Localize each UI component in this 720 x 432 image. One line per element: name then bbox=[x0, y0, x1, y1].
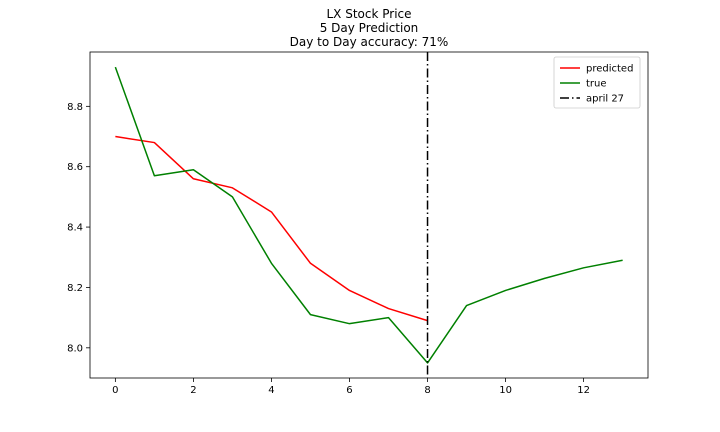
legend-label: april 27 bbox=[586, 94, 624, 105]
y-tick-label: 8.8 bbox=[67, 102, 83, 113]
series-line-true bbox=[114, 66, 623, 364]
axes-frame bbox=[89, 51, 649, 379]
x-tick-label: 2 bbox=[190, 385, 196, 396]
y-tick-label: 8.2 bbox=[67, 283, 83, 294]
title-line-3: Day to Day accuracy: 71% bbox=[290, 35, 449, 49]
y-tick-label: 8.0 bbox=[67, 343, 83, 354]
x-tick-label: 4 bbox=[268, 385, 274, 396]
legend-label: true bbox=[586, 79, 607, 90]
series-line-predicted bbox=[115, 135, 428, 322]
x-tick-label: 8 bbox=[424, 385, 430, 396]
y-tick-label: 8.6 bbox=[67, 162, 83, 173]
chart-title: LX Stock Price 5 Day Prediction Day to D… bbox=[290, 7, 449, 49]
title-line-1: LX Stock Price bbox=[326, 7, 411, 21]
plot-area: 0 2 4 6 8 10 12 8.0 8.2 8.4 8.6 8.8 bbox=[67, 51, 649, 396]
legend: predicted true april 27 bbox=[553, 56, 641, 109]
title-line-2: 5 Day Prediction bbox=[320, 21, 419, 35]
x-tick-label: 12 bbox=[577, 385, 590, 396]
x-tick-label: 10 bbox=[499, 385, 512, 396]
x-tick-label: 0 bbox=[112, 385, 118, 396]
x-tick-label: 6 bbox=[346, 385, 352, 396]
y-tick-label: 8.4 bbox=[67, 223, 83, 234]
legend-box bbox=[553, 56, 641, 109]
legend-label: predicted bbox=[586, 64, 633, 75]
